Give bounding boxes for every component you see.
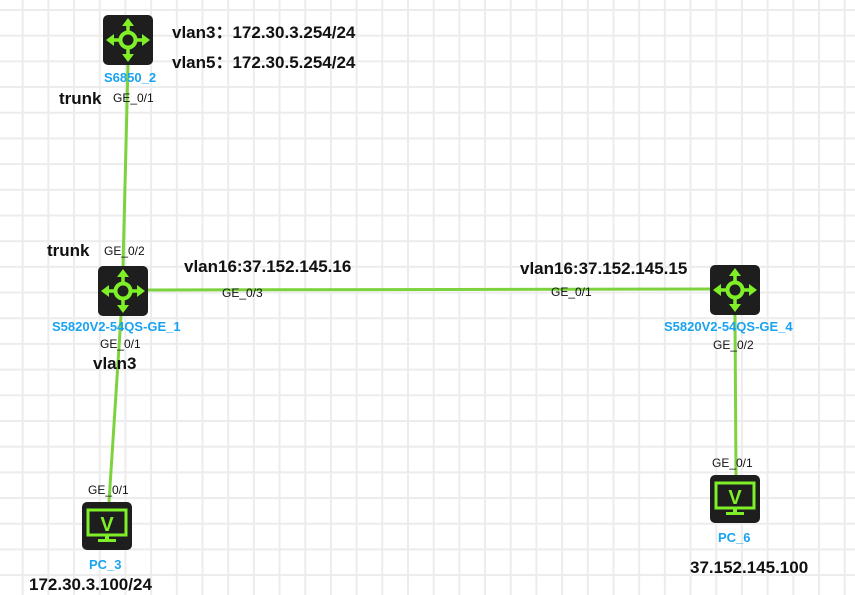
trunk-annotation-top: trunk — [59, 89, 102, 108]
port-label: GE_0/1 — [551, 285, 592, 299]
trunk-annotation-sw1: trunk — [47, 241, 90, 260]
link-sw1-sw4[interactable] — [147, 287, 711, 292]
port-label: GE_0/1 — [113, 91, 154, 105]
sw4-vlan16-annotation: vlan16:37.152.145.15 — [520, 259, 688, 278]
switch-icon-s6850-2[interactable] — [101, 13, 155, 67]
pc6-ip-annotation: 37.152.145.100 — [690, 558, 809, 577]
port-label: GE_0/3 — [222, 286, 263, 300]
device-label-pc6[interactable]: PC_6 — [718, 530, 751, 545]
device-label-pc3[interactable]: PC_3 — [89, 557, 122, 572]
link-sw4-pc6[interactable] — [733, 314, 738, 476]
link-s6850-sw1[interactable] — [121, 64, 130, 267]
monitor-icon-pc3[interactable] — [80, 500, 134, 552]
s6850-vlan3-annotation: vlan3：172.30.3.254/24 — [172, 23, 356, 42]
device-label-sw4[interactable]: S5820V2-54QS-GE_4 — [664, 319, 793, 334]
s6850-vlan5-annotation: vlan5：172.30.5.254/24 — [172, 53, 356, 72]
link-sw1-pc3[interactable] — [107, 315, 123, 503]
switch-icon-sw4[interactable] — [708, 263, 762, 317]
device-label-s6850-2[interactable]: S6850_2 — [104, 70, 157, 85]
port-label: GE_0/1 — [712, 456, 753, 470]
monitor-icon-pc6[interactable] — [708, 473, 762, 525]
device-label-sw1[interactable]: S5820V2-54QS-GE_1 — [52, 319, 181, 334]
port-label: GE_0/1 — [100, 337, 141, 351]
sw1-vlan3-annotation: vlan3 — [93, 354, 137, 373]
port-label: GE_0/1 — [88, 483, 129, 497]
pc3-ip-annotation: 172.30.3.100/24 — [29, 575, 152, 594]
port-label: GE_0/2 — [104, 244, 145, 258]
switch-icon-sw1[interactable] — [96, 264, 150, 318]
port-label: GE_0/2 — [713, 338, 754, 352]
sw1-vlan16-annotation: vlan16:37.152.145.16 — [184, 257, 352, 276]
